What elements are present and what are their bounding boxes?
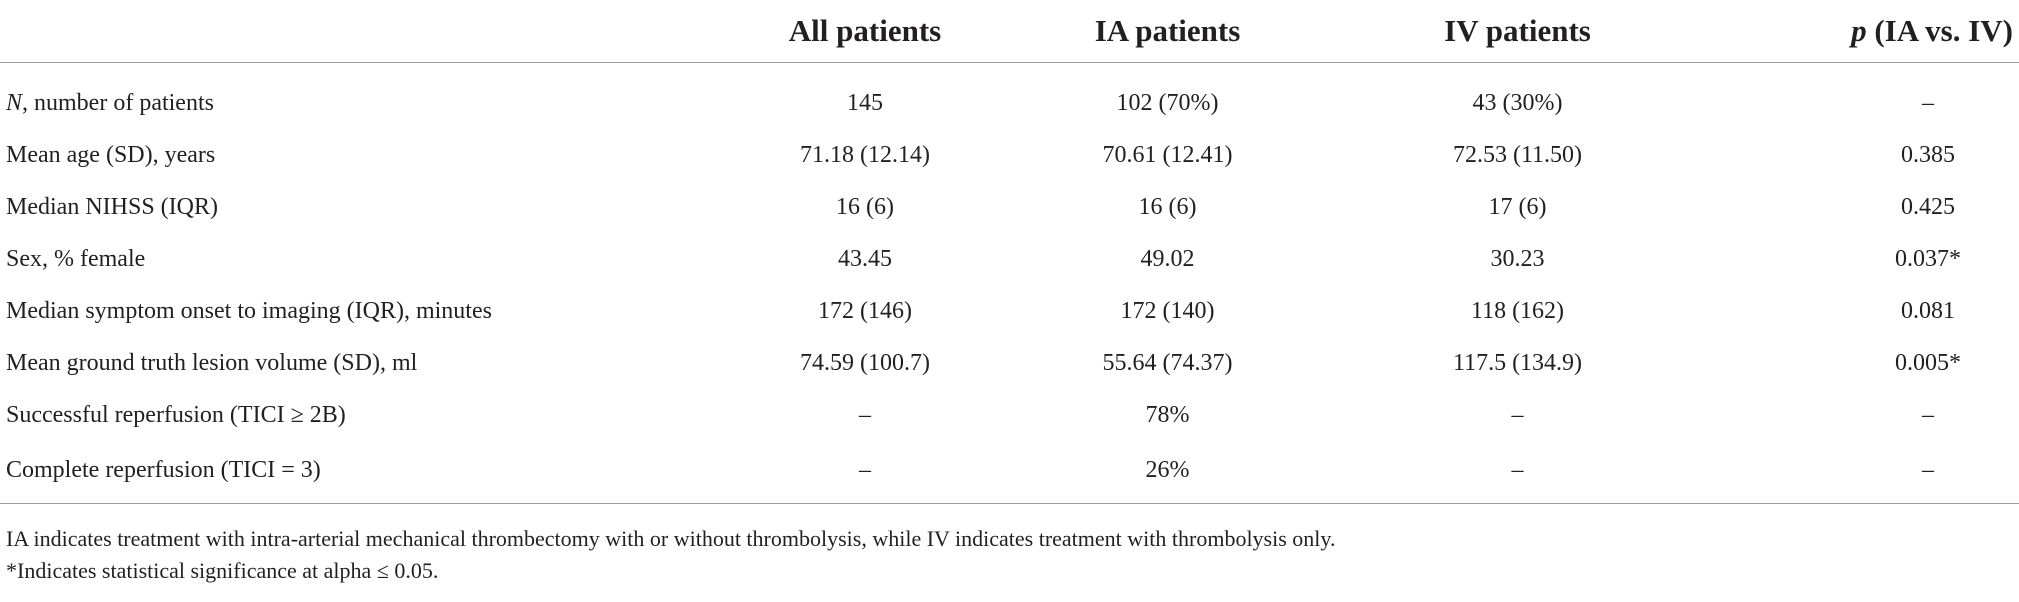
row-label-italic: N	[6, 89, 23, 116]
row-label-text: Median symptom onset to imaging (IQR), m…	[6, 297, 492, 324]
table-header-row: All patients IA patients IV patients p (…	[0, 0, 2019, 63]
table-row: Successful reperfusion (TICI ≥ 2B) – 78% – –	[0, 389, 2019, 441]
row-label-text: Complete reperfusion (TICI = 3)	[6, 456, 321, 483]
row-label-text: Mean ground truth lesion volume (SD), ml	[6, 349, 418, 376]
table-footnotes: IA indicates treatment with intra-arteri…	[6, 523, 1335, 587]
header-p-symbol: p	[1851, 13, 1867, 48]
p-value-text: –	[1922, 401, 1934, 428]
cell-all-patients: 71.18 (12.14)	[800, 141, 930, 168]
row-label-text: Mean age (SD), years	[6, 141, 216, 168]
header-p-value: p (IA vs. IV)	[1690, 0, 2019, 63]
row-label-text: , number of patients	[22, 89, 214, 116]
header-all-patients: All patients	[740, 0, 990, 63]
table-row: Median symptom onset to imaging (IQR), m…	[0, 285, 2019, 337]
p-value-text: 0.385	[1901, 141, 1955, 168]
footnote-abbreviations: IA indicates treatment with intra-arteri…	[6, 526, 1336, 551]
cell-p-value: 0.385	[1690, 129, 2019, 181]
cell-ia-patients: 78%	[1145, 401, 1190, 428]
cell-p-value: 0.037*	[1690, 233, 2019, 285]
cell-ia-patients: 55.64 (74.37)	[1102, 349, 1233, 376]
header-label-column	[0, 0, 740, 63]
cell-iv-patients: 30.23	[1490, 245, 1545, 272]
table-row: Sex, % female 43.45 49.02 30.23 0.037*	[0, 233, 2019, 285]
row-label-text: Successful reperfusion (TICI ≥ 2B)	[6, 401, 346, 428]
cell-p-value: 0.425	[1690, 181, 2019, 233]
patient-characteristics-table: All patients IA patients IV patients p (…	[0, 0, 2019, 504]
p-value-text: 0.005*	[1895, 349, 1961, 376]
cell-p-value: 0.081	[1690, 285, 2019, 337]
cell-p-value: 0.005*	[1690, 337, 2019, 389]
cell-iv-patients: –	[1511, 401, 1524, 428]
cell-all-patients: 74.59 (100.7)	[800, 349, 930, 376]
table-row: N, number of patients 145 102 (70%) 43 (30%…	[0, 63, 2019, 130]
cell-iv-patients: 72.53 (11.50)	[1452, 141, 1583, 168]
row-label: Successful reperfusion (TICI ≥ 2B)	[0, 389, 740, 441]
cell-ia-patients: 26%	[990, 441, 1345, 504]
cell-iv-patients: 43 (30%)	[1472, 89, 1563, 116]
row-label: Mean age (SD), years	[0, 129, 740, 181]
cell-p-value: –	[1690, 441, 2019, 504]
cell-iv-patients: 17 (6)	[1488, 193, 1547, 220]
patient-characteristics-table-wrapper: All patients IA patients IV patients p (…	[0, 0, 2019, 504]
cell-ia-patients: 172 (140)	[1120, 297, 1215, 324]
row-label: N, number of patients	[0, 63, 740, 130]
row-label: Complete reperfusion (TICI = 3)	[0, 441, 740, 504]
cell-all-patients: 172 (146)	[818, 297, 912, 324]
table-body: N, number of patients 145 102 (70%) 43 (30%…	[0, 63, 2019, 504]
row-label: Median symptom onset to imaging (IQR), m…	[0, 285, 740, 337]
row-label: Median NIHSS (IQR)	[0, 181, 740, 233]
footnote-significance: *Indicates statistical significance at a…	[6, 558, 439, 583]
p-value-text: –	[1922, 89, 1934, 116]
row-label: Mean ground truth lesion volume (SD), ml	[0, 337, 740, 389]
cell-iv-patients: –	[1345, 441, 1690, 504]
cell-ia-patients: 102 (70%)	[1116, 89, 1219, 116]
cell-all-patients: 145	[847, 89, 883, 116]
row-label-text: Sex, % female	[6, 245, 146, 272]
table-row: Mean ground truth lesion volume (SD), ml…	[0, 337, 2019, 389]
p-value-text: 0.081	[1901, 297, 1955, 324]
cell-ia-patients: 49.02	[1140, 245, 1195, 272]
cell-p-value: –	[1690, 389, 2019, 441]
cell-iv-patients: 118 (162)	[1470, 297, 1565, 324]
cell-all-patients: –	[859, 401, 871, 428]
cell-ia-patients: 70.61 (12.41)	[1102, 141, 1233, 168]
p-value-text: 0.425	[1901, 193, 1955, 220]
header-ia-patients: IA patients	[990, 0, 1345, 63]
header-iv-patients: IV patients	[1345, 0, 1690, 63]
table-row: Median NIHSS (IQR) 16 (6) 16 (6) 17 (6) 0.42…	[0, 181, 2019, 233]
p-value-text: –	[1922, 456, 1934, 483]
table-row: Mean age (SD), years 71.18 (12.14) 70.61 (…	[0, 129, 2019, 181]
cell-all-patients: 43.45	[838, 245, 892, 272]
header-p-comparison: (IA vs. IV)	[1874, 13, 2013, 48]
row-label-text: Median NIHSS (IQR)	[6, 193, 218, 220]
row-label: Sex, % female	[0, 233, 740, 285]
table-row: Complete reperfusion (TICI = 3) –26% – –	[0, 441, 2019, 504]
cell-all-patients: 16 (6)	[836, 193, 894, 220]
cell-ia-patients: 16 (6)	[1138, 193, 1197, 220]
cell-iv-patients: 117.5 (134.9)	[1452, 349, 1583, 376]
p-value-text: 0.037*	[1895, 245, 1961, 272]
cell-all-patients: –	[740, 441, 990, 504]
cell-p-value: –	[1690, 63, 2019, 130]
